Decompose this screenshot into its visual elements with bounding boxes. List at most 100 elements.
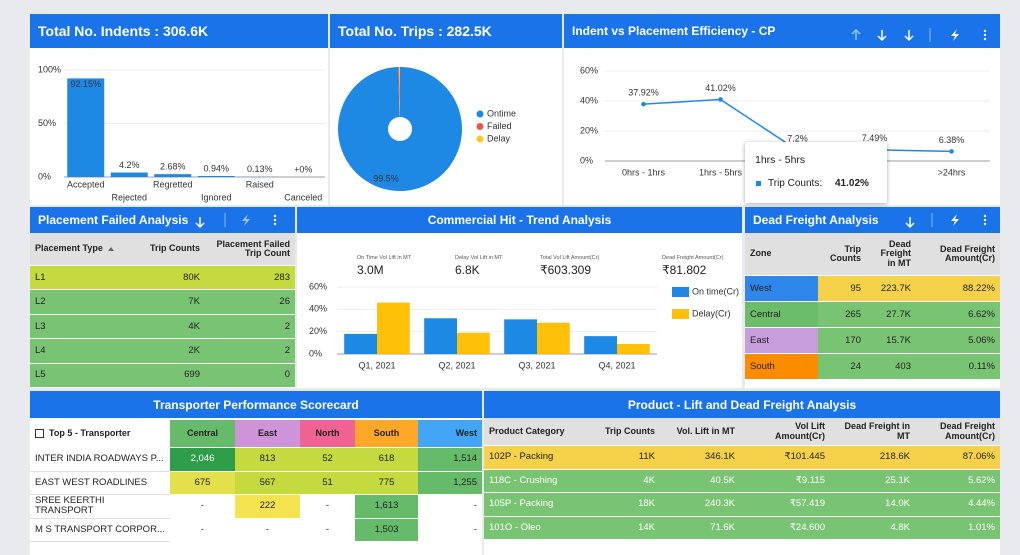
table-cell: ₹101.445 <box>740 446 830 470</box>
indents-panel: Total No. Indents : 306.6K <box>30 14 328 205</box>
table-cell: 2K <box>130 339 205 364</box>
table-cell: 223.7K <box>866 276 916 302</box>
table-cell: - <box>300 495 355 519</box>
tooltip-title: 1hrs - 5hrs <box>755 154 806 166</box>
table-cell: INTER INDIA ROADWAYS P... <box>30 448 170 472</box>
placement-panel: Placement Failed Analysis Placement Type… <box>30 207 295 388</box>
table-cell: 18K <box>570 493 660 517</box>
column-header: Dead Freight Amount(Cr) <box>915 418 1000 446</box>
panel-title: Indent vs Placement Efficiency - CP <box>564 14 1000 48</box>
table-cell: 2 <box>205 314 295 340</box>
table-cell: West <box>745 276 818 302</box>
table-cell: 4.44% <box>915 493 1000 517</box>
panel-title: Total No. Indents : 306.6K <box>30 14 328 48</box>
table-cell: 170 <box>818 328 866 354</box>
product-panel: Product - Lift and Dead Freight Analysis… <box>484 391 1000 555</box>
commercial-panel: Commercial Hit - Trend Analysis On Time … <box>297 207 742 388</box>
table-cell: 25.1K <box>830 469 915 493</box>
table-cell: - <box>170 518 235 542</box>
table-cell: 52 <box>300 448 355 472</box>
table-cell: 14.0K <box>830 493 915 517</box>
table-cell: - <box>170 495 235 519</box>
kpi-label: Total Vol Lift Amount(Cr) <box>540 255 600 261</box>
table-cell: 1,255 <box>418 471 482 495</box>
column-header: Top 5 - Transporter <box>30 420 170 448</box>
table-cell: 567 <box>235 471 300 495</box>
table-cell: 102P - Packing <box>484 446 570 470</box>
column-header: Product Category <box>484 418 570 446</box>
kpi-label: Dead Freight Amount(Cr) <box>662 255 724 261</box>
table-cell: 240.3K <box>660 493 740 517</box>
table-cell: 265 <box>818 302 866 328</box>
table-cell: SREE KEERTHI TRANSPORT <box>30 495 170 519</box>
table-cell: 699 <box>130 363 205 388</box>
column-header: Dead Freight Amount(Cr) <box>916 233 1000 276</box>
table-cell: M S TRANSPORT CORPOR... <box>30 518 170 542</box>
table-cell: 5.62% <box>915 469 1000 493</box>
panel-title: Total No. Trips : 282.5K <box>330 14 562 48</box>
table-cell: 1,514 <box>418 448 482 472</box>
column-header: Placement Type <box>30 233 130 266</box>
table-cell: 1,503 <box>355 518 418 542</box>
table-cell: 775 <box>355 471 418 495</box>
table-cell: 346.1K <box>660 446 740 470</box>
column-header: Dead Freight in MT <box>866 233 916 276</box>
column-header: Dead Freight in MT <box>830 418 915 446</box>
table-cell: 101O - Oleo <box>484 516 570 540</box>
table-cell: 80K <box>130 266 205 291</box>
column-header: Placement Failed Trip Count <box>205 233 295 266</box>
table-cell: - <box>418 495 482 519</box>
kpi-value: ₹603.309 <box>540 263 592 277</box>
panel-title: Dead Freight Analysis <box>745 207 1000 233</box>
table-cell: 4.8K <box>830 516 915 540</box>
table-cell: 1,613 <box>355 495 418 519</box>
kpi-label: On Time Vol Lift in MT <box>357 255 412 261</box>
column-header: Vol. Lift in MT <box>660 418 740 446</box>
table-cell: ₹9.115 <box>740 469 830 493</box>
table-cell: 0 <box>205 363 295 388</box>
table-cell: 283 <box>205 266 295 291</box>
table-cell: 95 <box>818 276 866 302</box>
column-header: Trip Counts <box>570 418 660 446</box>
table-cell: 403 <box>866 354 916 380</box>
column-header: East <box>235 420 300 448</box>
tooltip-value: 41.02% <box>835 178 869 189</box>
table-cell: - <box>235 518 300 542</box>
column-header: North <box>300 420 355 448</box>
column-header: South <box>355 420 418 448</box>
table-cell: 15.7K <box>866 328 916 354</box>
panel-title: Transporter Performance Scorecard <box>30 391 482 418</box>
table-cell: 71.6K <box>660 516 740 540</box>
panel-title: Product - Lift and Dead Freight Analysis <box>484 391 1000 418</box>
tooltip-swatch <box>756 181 761 186</box>
table-cell: 2,046 <box>170 448 235 472</box>
table-cell: 222 <box>235 495 300 519</box>
table-cell: 27.7K <box>866 302 916 328</box>
table-cell: 40.5K <box>660 469 740 493</box>
column-header: Central <box>170 420 235 448</box>
column-header: Vol Lift Amount(Cr) <box>740 418 830 446</box>
table-cell: 218.6K <box>830 446 915 470</box>
table-cell: ₹57.419 <box>740 493 830 517</box>
table-cell: 618 <box>355 448 418 472</box>
table-cell: 87.06% <box>915 446 1000 470</box>
table-cell: 1.01% <box>915 516 1000 540</box>
table-cell: 24 <box>818 354 866 380</box>
kpi-label: Delay Vol Lift in MT <box>455 255 503 261</box>
table-cell: 675 <box>170 471 235 495</box>
table-cell: 14K <box>570 516 660 540</box>
table-cell: 0.11% <box>916 354 1000 380</box>
table-cell: 26 <box>205 290 295 315</box>
table-cell: 7K <box>130 290 205 315</box>
scorecard-panel: Transporter Performance Scorecard Top 5 … <box>30 391 482 555</box>
table-cell: 88.22% <box>916 276 1000 302</box>
table-cell: L3 <box>30 314 130 340</box>
panel-title: Placement Failed Analysis <box>30 207 295 233</box>
table-cell: 4K <box>130 314 205 340</box>
table-cell: 5.06% <box>916 328 1000 354</box>
kpi-value: 6.8K <box>455 263 480 277</box>
column-header: Trip Counts <box>130 233 205 266</box>
table-cell: L5 <box>30 363 130 388</box>
table-cell: L4 <box>30 339 130 364</box>
